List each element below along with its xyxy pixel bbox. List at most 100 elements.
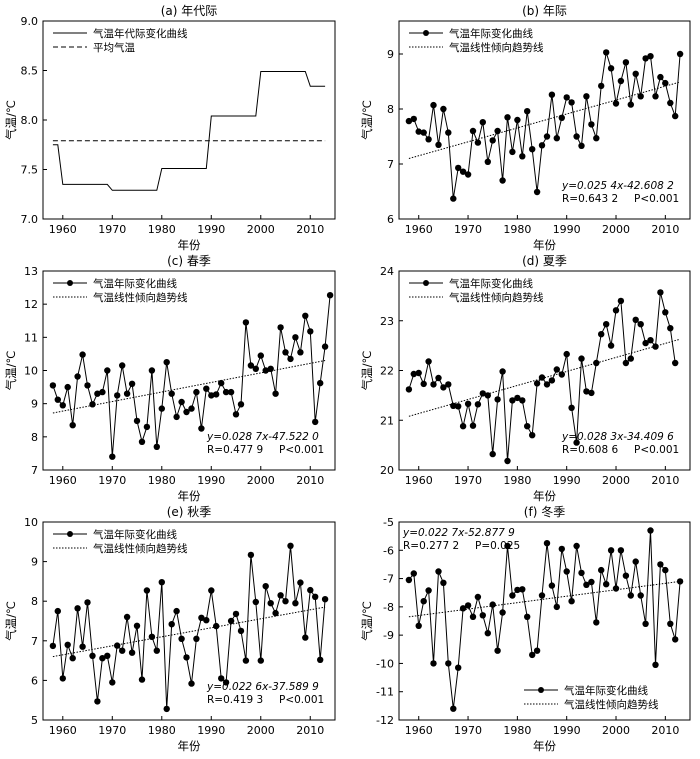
regression-equation: y=0.025 4x-42.608 2 bbox=[561, 180, 674, 192]
x-tick-label: 1990 bbox=[553, 724, 581, 737]
data-point bbox=[435, 568, 442, 575]
legend-label: 气温线性倾向趋势线 bbox=[449, 41, 544, 54]
data-point bbox=[307, 586, 314, 594]
y-tick-label: 7.0 bbox=[21, 213, 39, 226]
data-point bbox=[94, 390, 101, 397]
data-point bbox=[603, 49, 610, 56]
data-point bbox=[519, 586, 526, 593]
data-point bbox=[479, 612, 486, 619]
x-tick-label: 2010 bbox=[296, 474, 324, 487]
data-point bbox=[114, 392, 121, 399]
data-point bbox=[578, 569, 585, 577]
data-point bbox=[208, 392, 215, 399]
x-tick-label: 1970 bbox=[98, 724, 126, 737]
data-point bbox=[143, 423, 151, 431]
data-point bbox=[612, 585, 620, 592]
data-point bbox=[435, 141, 442, 148]
data-point bbox=[543, 540, 551, 547]
y-tick-label: 11 bbox=[24, 331, 38, 344]
series-line-2 bbox=[52, 360, 326, 414]
data-point bbox=[529, 651, 536, 659]
data-point bbox=[459, 423, 467, 430]
x-tick-label: 1970 bbox=[98, 474, 126, 487]
data-point bbox=[469, 422, 477, 429]
data-point bbox=[415, 128, 422, 135]
data-point bbox=[123, 613, 131, 621]
data-point bbox=[543, 381, 551, 388]
data-point bbox=[178, 398, 185, 406]
data-point bbox=[213, 622, 220, 630]
y-tick-label: 10 bbox=[24, 365, 38, 378]
data-point bbox=[114, 642, 121, 649]
data-point bbox=[99, 655, 106, 662]
data-point bbox=[410, 370, 417, 378]
data-point bbox=[297, 349, 304, 356]
data-point bbox=[484, 630, 491, 637]
data-point bbox=[252, 598, 259, 606]
data-point bbox=[307, 328, 314, 335]
data-point bbox=[321, 596, 329, 603]
data-point bbox=[173, 413, 180, 421]
data-point bbox=[642, 55, 649, 62]
data-point bbox=[450, 705, 457, 712]
data-point bbox=[262, 583, 269, 590]
legend-label: 气温年际变化曲线 bbox=[93, 528, 177, 541]
data-point bbox=[430, 101, 437, 109]
y-tick-label: 13 bbox=[24, 265, 38, 278]
data-point bbox=[168, 390, 175, 397]
correlation-coefficient: R=0.477 9 bbox=[207, 444, 263, 456]
data-point bbox=[79, 643, 86, 650]
data-point bbox=[84, 382, 91, 389]
data-point bbox=[410, 115, 417, 123]
data-point bbox=[455, 664, 462, 671]
legend-marker bbox=[423, 30, 429, 36]
data-point bbox=[607, 65, 615, 72]
data-point bbox=[203, 617, 210, 624]
data-point bbox=[519, 153, 526, 160]
data-point bbox=[479, 119, 486, 126]
data-point bbox=[262, 367, 269, 374]
data-point bbox=[208, 587, 215, 594]
p-value: P<0.001 bbox=[634, 444, 679, 456]
data-point bbox=[69, 422, 76, 429]
data-point bbox=[109, 453, 116, 460]
legend-label: 气温线性倾向趋势线 bbox=[449, 291, 544, 304]
series-line-1 bbox=[408, 52, 681, 199]
data-point bbox=[647, 53, 654, 60]
data-point bbox=[672, 636, 679, 643]
data-point bbox=[119, 647, 126, 654]
x-tick-label: 2000 bbox=[602, 724, 630, 737]
data-point bbox=[662, 309, 669, 316]
data-point bbox=[430, 381, 437, 388]
data-point bbox=[662, 79, 669, 87]
y-tick-label: -6 bbox=[383, 544, 394, 557]
data-point bbox=[509, 148, 516, 156]
regression-equation: y=0.022 7x-52.877 9 bbox=[402, 527, 515, 539]
y-tick-label: 10 bbox=[24, 516, 38, 529]
data-point bbox=[598, 331, 605, 338]
data-point bbox=[297, 579, 304, 586]
data-point bbox=[642, 620, 649, 627]
data-point bbox=[519, 397, 526, 404]
data-point bbox=[312, 593, 319, 600]
data-point bbox=[430, 660, 437, 667]
data-point bbox=[657, 561, 664, 568]
data-point bbox=[247, 551, 255, 559]
data-point bbox=[252, 365, 259, 372]
data-point bbox=[440, 579, 447, 586]
series-line-1 bbox=[408, 530, 681, 709]
series-line-2 bbox=[52, 606, 326, 658]
y-tick-label: 24 bbox=[380, 265, 394, 278]
data-point bbox=[667, 325, 674, 332]
data-point bbox=[484, 392, 491, 399]
data-point bbox=[222, 679, 230, 686]
data-point bbox=[282, 598, 289, 605]
data-point bbox=[198, 425, 205, 432]
data-point bbox=[652, 661, 659, 668]
data-point bbox=[74, 605, 81, 612]
data-point bbox=[622, 359, 630, 367]
data-point bbox=[543, 133, 551, 140]
data-point bbox=[455, 403, 462, 410]
data-point bbox=[583, 581, 590, 588]
